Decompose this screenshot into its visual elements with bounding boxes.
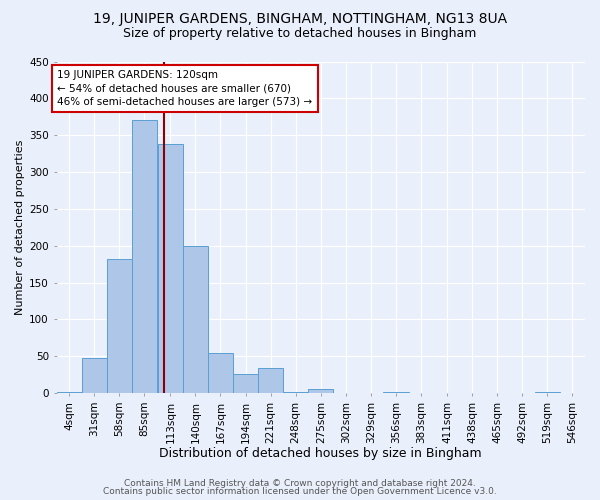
Text: Contains HM Land Registry data © Crown copyright and database right 2024.: Contains HM Land Registry data © Crown c…: [124, 478, 476, 488]
Bar: [208, 354, 233, 393]
Bar: [158, 144, 183, 393]
Bar: [107, 259, 132, 393]
Bar: [283, 392, 308, 393]
X-axis label: Distribution of detached houses by size in Bingham: Distribution of detached houses by size …: [160, 447, 482, 460]
Text: Contains public sector information licensed under the Open Government Licence v3: Contains public sector information licen…: [103, 487, 497, 496]
Bar: [183, 246, 208, 393]
Bar: [535, 392, 560, 393]
Text: 19 JUNIPER GARDENS: 120sqm
← 54% of detached houses are smaller (670)
46% of sem: 19 JUNIPER GARDENS: 120sqm ← 54% of deta…: [58, 70, 313, 106]
Bar: [308, 388, 334, 393]
Text: 19, JUNIPER GARDENS, BINGHAM, NOTTINGHAM, NG13 8UA: 19, JUNIPER GARDENS, BINGHAM, NOTTINGHAM…: [93, 12, 507, 26]
Bar: [132, 120, 157, 393]
Bar: [233, 374, 258, 393]
Bar: [82, 358, 107, 393]
Y-axis label: Number of detached properties: Number of detached properties: [15, 140, 25, 315]
Bar: [383, 392, 409, 393]
Bar: [258, 368, 283, 393]
Bar: [56, 392, 82, 393]
Text: Size of property relative to detached houses in Bingham: Size of property relative to detached ho…: [124, 28, 476, 40]
